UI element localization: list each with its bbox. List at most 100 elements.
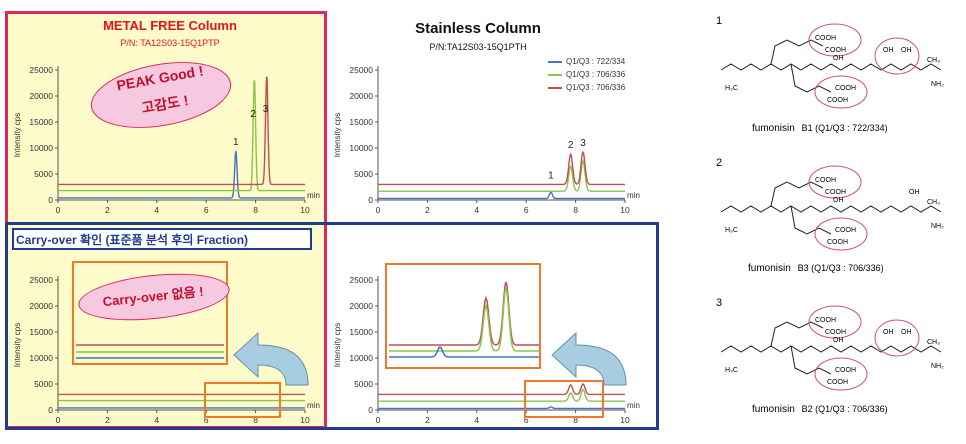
x-tick-label: 8 — [253, 415, 258, 425]
highlight-circle — [814, 357, 868, 391]
stainless-part-number: P/N:TA12S03-15Q1PTH — [429, 42, 527, 52]
x-axis-label: min — [307, 191, 320, 200]
series-line — [378, 406, 625, 410]
arrow-shape — [551, 331, 627, 386]
cooh-label: COOH — [827, 97, 848, 104]
y-tick-label: 25000 — [349, 275, 373, 285]
legend-label: Q1/Q3 : 722/334 — [566, 57, 626, 66]
y-tick-label: 0 — [368, 195, 373, 205]
y-tick-label: 15000 — [349, 327, 373, 337]
structure-number: 1 — [716, 15, 723, 27]
structure-detail-text: B2 (Q1/Q3 : 706/336) — [801, 404, 888, 414]
y-tick-label: 20000 — [29, 301, 53, 311]
peak-label: 2 — [568, 140, 574, 151]
structure-name-text: fumonisin — [752, 404, 795, 415]
peak-label: 1 — [548, 170, 554, 181]
series-line — [58, 151, 305, 199]
highlight-circle — [808, 23, 862, 57]
h3c-label: H₃C — [725, 227, 738, 234]
y-axis-label: Intensity cps — [333, 113, 342, 157]
oh-label: OH — [909, 189, 920, 196]
oh-label: OH — [883, 47, 894, 54]
y-tick-label: 0 — [48, 195, 53, 205]
upper-chain — [770, 39, 824, 65]
oh-label: OH — [901, 329, 912, 336]
y-tick-label: 5000 — [34, 379, 53, 389]
x-tick-label: 8 — [573, 205, 578, 215]
highlight-circle — [814, 217, 868, 251]
oh-label: OH — [901, 47, 912, 54]
cooh-label: COOH — [815, 317, 836, 324]
highlight-circle — [808, 165, 862, 199]
ch3-label: CH₃ — [927, 57, 940, 64]
y-tick-label: 5000 — [354, 169, 373, 179]
legend-item: Q1/Q3 : 706/336 — [548, 81, 625, 94]
cooh-label: COOH — [815, 177, 836, 184]
metal-free-part-number: P/N: TA12S03-15Q1PTP — [120, 38, 220, 48]
lower-chain — [790, 345, 832, 375]
y-tick-label: 25000 — [349, 65, 373, 75]
h3c-label: H₃C — [725, 367, 738, 374]
curved-arrow — [233, 331, 309, 386]
y-tick-label: 10000 — [349, 353, 373, 363]
structure-name-text: fumonisin — [748, 263, 791, 274]
cooh-label: COOH — [835, 367, 856, 374]
backbone — [720, 345, 942, 353]
y-tick-label: 20000 — [349, 91, 373, 101]
y-tick-label: 15000 — [349, 117, 373, 127]
x-tick-label: 8 — [573, 415, 578, 425]
y-tick-label: 25000 — [29, 65, 53, 75]
peak-label: 3 — [263, 104, 269, 115]
x-tick-label: 0 — [56, 205, 61, 215]
y-tick-label: 0 — [48, 405, 53, 415]
x-axis-label: min — [307, 401, 320, 410]
x-tick-label: 0 — [376, 205, 381, 215]
y-tick-label: 5000 — [354, 379, 373, 389]
series-line — [378, 150, 625, 186]
chart-metal-free-standard: 0 5000 10000 15000 20000 25000 0 2 4 6 8 10 min Inten… — [13, 65, 320, 215]
x-tick-label: 0 — [376, 415, 381, 425]
x-tick-label: 6 — [204, 415, 209, 425]
inset-trace — [389, 287, 539, 352]
x-tick-label: 10 — [620, 415, 630, 425]
structure-detail-text: B3 (Q1/Q3 : 706/336) — [797, 263, 884, 273]
peak-label: 3 — [580, 138, 586, 149]
peak-label: 2 — [250, 109, 256, 120]
x-axis-label: min — [627, 191, 640, 200]
series-line — [58, 76, 305, 186]
oh-label: OH — [833, 337, 844, 344]
y-tick-label: 25000 — [29, 275, 53, 285]
cooh-label: COOH — [825, 189, 846, 196]
chart-stainless-standard: 0 5000 10000 15000 20000 25000 0 2 4 6 8 10 min Inten… — [333, 65, 640, 215]
cooh-label: COOH — [835, 227, 856, 234]
x-tick-label: 10 — [300, 205, 310, 215]
structure-number: 3 — [716, 297, 723, 309]
oh-label: OH — [883, 329, 894, 336]
highlight-circle — [808, 305, 862, 339]
highlight-circle — [874, 319, 920, 357]
lower-chain — [790, 205, 832, 235]
x-tick-label: 4 — [474, 205, 479, 215]
upper-chain — [770, 181, 824, 207]
nh2-label: NH₂ — [931, 81, 944, 88]
y-tick-label: 15000 — [29, 117, 53, 127]
nh2-label: NH₂ — [931, 223, 944, 230]
y-tick-label: 20000 — [349, 301, 373, 311]
oh-label: OH — [833, 197, 844, 204]
nh2-label: NH₂ — [931, 363, 944, 370]
arrow-shape — [233, 331, 309, 386]
structure-name: fumonisin B2 (Q1/Q3 : 706/336) — [752, 404, 888, 415]
series-line — [378, 191, 625, 200]
oh-label: OH — [833, 55, 844, 62]
ch3-label: CH₃ — [927, 339, 940, 346]
upper-chain — [770, 321, 824, 347]
highlight-circle — [814, 75, 868, 109]
backbone — [720, 205, 942, 213]
x-tick-label: 2 — [425, 205, 430, 215]
series-line — [58, 80, 305, 192]
legend-item: Q1/Q3 : 706/336 — [548, 68, 625, 81]
x-tick-label: 2 — [105, 205, 110, 215]
